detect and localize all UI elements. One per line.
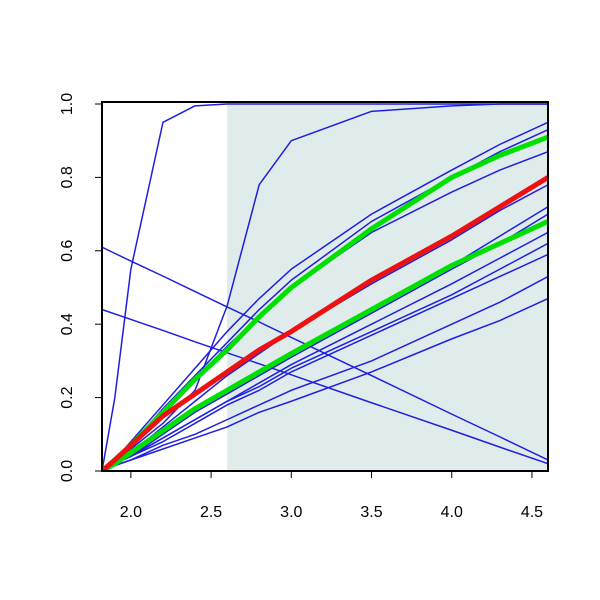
x-tick-label: 4.0 xyxy=(441,504,463,521)
line-series xyxy=(102,174,548,471)
y-tick-label: 0.8 xyxy=(59,166,76,188)
lines xyxy=(102,103,548,471)
shaded-region xyxy=(227,104,548,471)
line-series xyxy=(102,253,548,471)
line-series xyxy=(102,103,548,471)
y-tick-label: 0.2 xyxy=(59,386,76,408)
y-tick-label: 0.0 xyxy=(59,460,76,482)
x-tick-label: 3.0 xyxy=(280,504,302,521)
line-series xyxy=(102,297,548,471)
y-tick-label: 1.0 xyxy=(59,93,76,115)
y-tick-label: 0.6 xyxy=(59,240,76,262)
x-tick-label: 4.5 xyxy=(521,504,543,521)
x-tick-label: 2.0 xyxy=(120,504,142,521)
y-tick-label: 0.4 xyxy=(59,313,76,335)
x-tick-label: 3.5 xyxy=(360,504,382,521)
x-tick-label: 2.5 xyxy=(200,504,222,521)
plot-frame xyxy=(101,101,549,472)
line-series xyxy=(102,218,548,471)
